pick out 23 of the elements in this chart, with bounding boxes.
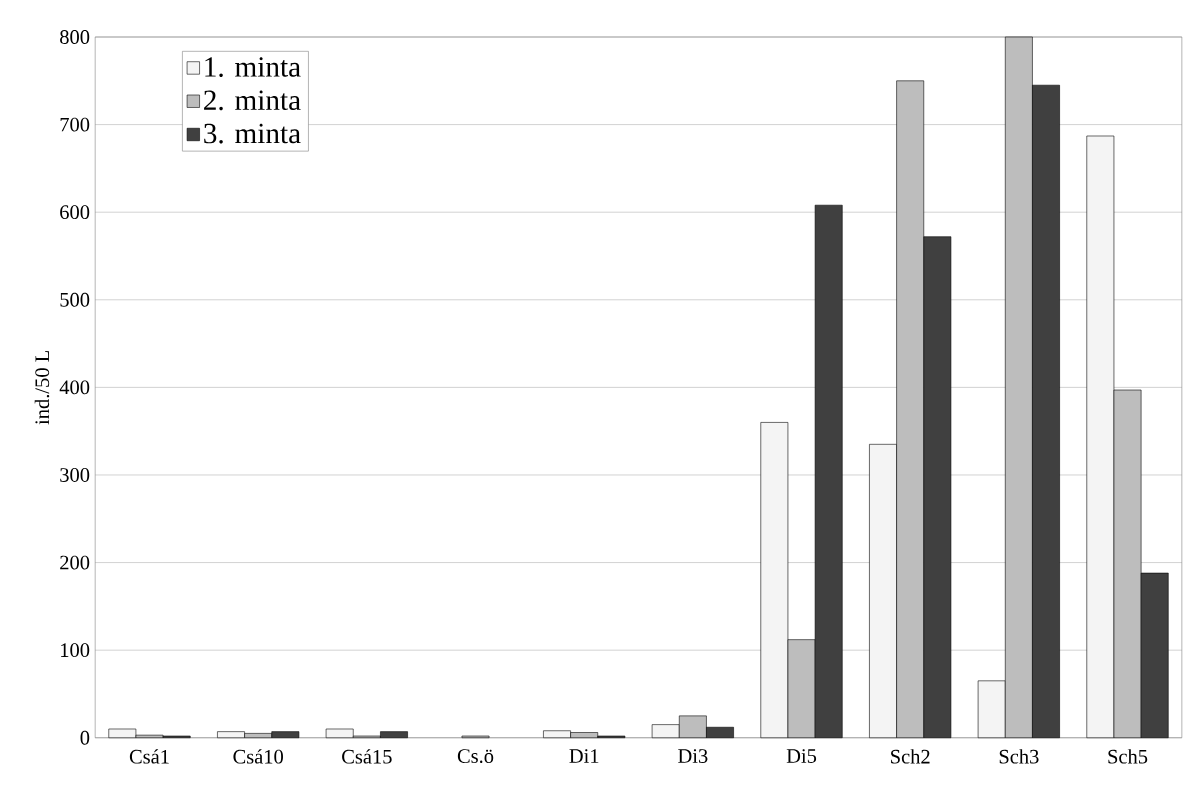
x-tick-label: Sch3	[999, 749, 1039, 764]
y-tick-label: 700	[60, 117, 90, 132]
y-tick-label: 600	[60, 205, 90, 220]
x-tick-label: Sch2	[891, 749, 930, 764]
x-tick-label: Cs.ö	[457, 749, 494, 764]
y-tick-label: 0	[80, 731, 90, 745]
y-tick-label: 400	[59, 380, 90, 395]
y-tick-label: 300	[60, 468, 90, 483]
legend-label: 3. minta	[204, 123, 301, 144]
y-axis-title: ind./50 L	[34, 351, 50, 425]
y-tick-label: 800	[60, 30, 90, 45]
y-tick-label: 100	[61, 643, 90, 658]
x-tick-label: Di3	[678, 749, 708, 764]
x-tick-label: Csá15	[342, 749, 392, 764]
x-tick-label: Csá10	[233, 749, 283, 764]
y-tick-label: 200	[60, 555, 90, 570]
x-tick-label: Sch5	[1108, 749, 1148, 764]
x-tick-label: Di5	[786, 749, 817, 764]
legend-label: 2. minta	[204, 90, 301, 111]
legend-label: 1. minta	[205, 57, 301, 78]
y-tick-label: 500	[60, 293, 90, 307]
x-tick-label: Csá1	[129, 749, 169, 764]
x-tick-label: Di1	[569, 749, 599, 763]
